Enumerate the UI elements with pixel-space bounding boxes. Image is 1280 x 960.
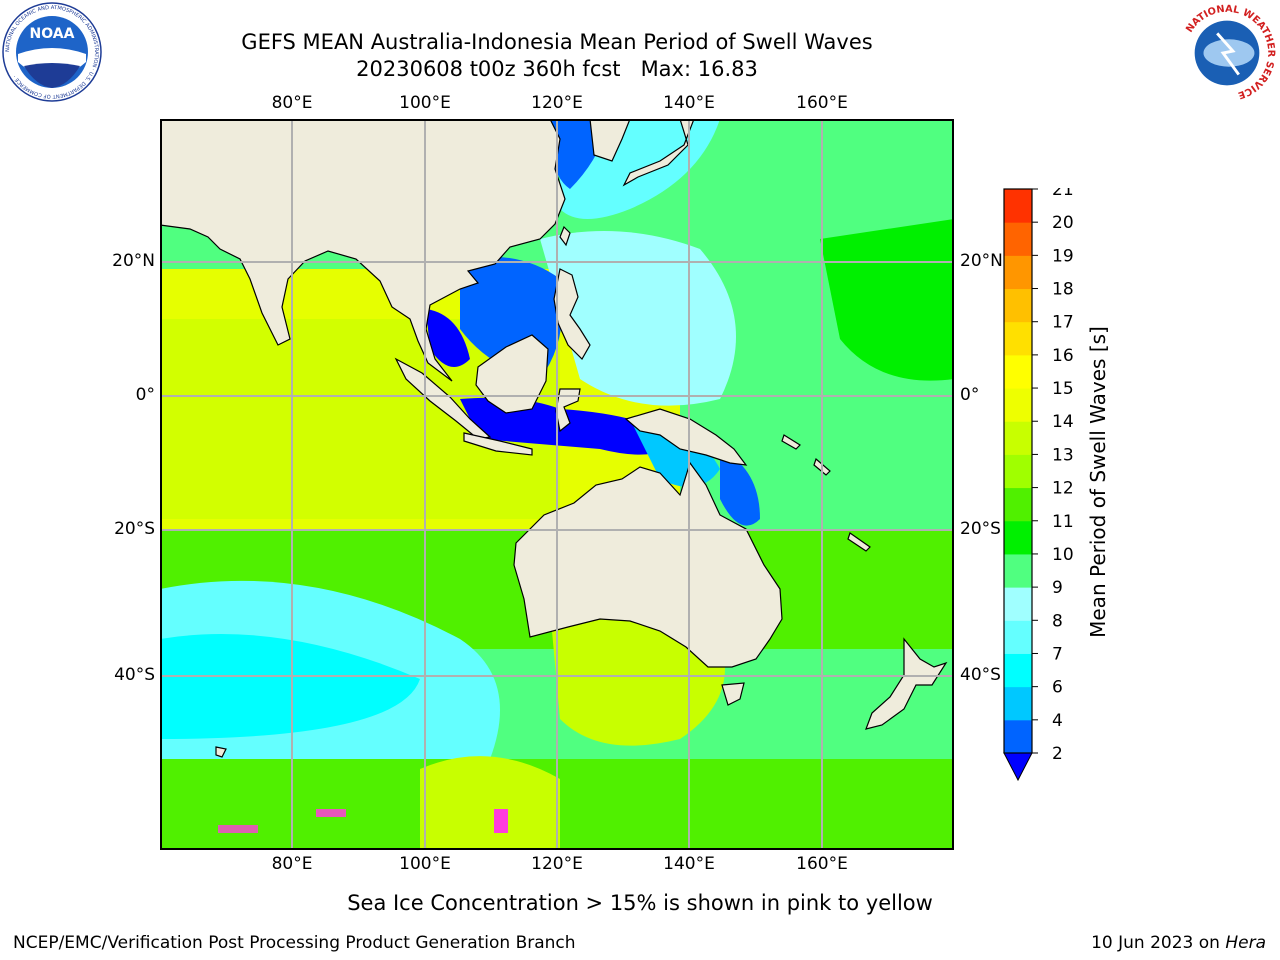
colorbar-tick-label: 7 [1052, 644, 1063, 664]
ocean-south-yellow [420, 756, 560, 850]
footer-credit: NCEP/EMC/Verification Post Processing Pr… [13, 933, 576, 953]
nws-logo: NATIONAL WEATHER SERVICE [1179, 4, 1276, 101]
colorbar-tick-label: 11 [1052, 512, 1074, 532]
colorbar-swatch [1004, 454, 1032, 489]
ocean-southern-cyan-2 [160, 634, 420, 739]
colorbar-tick-label: 19 [1052, 246, 1074, 266]
lon-label-bottom: 100°E [399, 854, 451, 874]
lat-label-left: 40°S [114, 665, 155, 685]
map-gridlines [160, 119, 954, 850]
colorbar-tick-label: 12 [1052, 479, 1074, 499]
land-taiwan [559, 225, 571, 247]
colorbar-title: Mean Period of Swell Waves [s] [1086, 326, 1110, 638]
lon-label-top: 120°E [531, 93, 583, 113]
lat-label-right: 0° [960, 385, 980, 405]
colorbar-swatch [1004, 321, 1032, 356]
land-new-caledonia [847, 532, 871, 552]
colorbar-tick-label: 13 [1052, 445, 1074, 465]
lon-label-bottom: 80°E [271, 854, 313, 874]
footer-date: 10 Jun 2023 on Hera [1091, 933, 1266, 953]
lon-label-bottom: 160°E [796, 854, 848, 874]
colorbar-swatch [1004, 189, 1032, 223]
colorbar-tick-label: 16 [1052, 346, 1074, 366]
colorbar-tick-label: 2 [1052, 744, 1063, 764]
colorbar-swatch [1004, 255, 1032, 290]
colorbar-swatch [1004, 354, 1032, 389]
colorbar-tick-label: 20 [1052, 213, 1074, 233]
colorbar-swatch [1004, 620, 1032, 654]
land-tasmania [721, 682, 745, 706]
colorbar-ticks: 2 4 6 7 8 9 10 11 12 13 14 15 16 17 18 19 20 21 [1032, 188, 1074, 764]
lon-label-top: 160°E [796, 93, 848, 113]
colorbar-tick-label: 21 [1052, 188, 1074, 200]
colorbar-tick-label: 18 [1052, 280, 1074, 300]
colorbar-swatch [1004, 719, 1032, 754]
land-new-zealand [865, 637, 948, 730]
lat-label-right: 20°N [960, 251, 1003, 271]
lon-label-top: 100°E [399, 93, 451, 113]
noaa-logo: NATIONAL OCEANIC AND ATMOSPHERIC ADMINIS… [2, 2, 102, 102]
colorbar-swatch [1004, 653, 1032, 688]
colorbar: 2 4 6 7 8 9 10 11 12 13 14 15 16 17 18 19 20 21 [1003, 188, 1074, 782]
colorbar-tick-label: 8 [1052, 611, 1063, 631]
colorbar-swatch [1004, 553, 1032, 588]
colorbar-border [1003, 188, 1033, 754]
lat-label-left: 20°S [114, 519, 155, 539]
land-solomon-islands [781, 434, 831, 476]
colorbar-swatch [1004, 587, 1032, 621]
ocean-east-green [820, 219, 954, 381]
sea-coral [720, 449, 760, 526]
colorbar-tick-label: 4 [1052, 711, 1063, 731]
footer-date-text: 10 Jun 2023 on [1091, 933, 1226, 953]
colorbar-swatch [1004, 288, 1032, 323]
sea-ice-patch [218, 825, 258, 833]
colorbar-tick-label: 9 [1052, 578, 1063, 598]
colorbar-tick-label: 10 [1052, 545, 1074, 565]
land-kerguelen [215, 746, 227, 758]
land-asia [160, 119, 566, 382]
noaa-logo-text: NOAA [30, 26, 75, 42]
map-plot [160, 119, 954, 850]
lat-label-right: 40°S [960, 665, 1001, 685]
colorbar-swatch [1004, 686, 1032, 721]
map-title: GEFS MEAN Australia-Indonesia Mean Perio… [241, 30, 873, 54]
colorbar-tick-label: 15 [1052, 379, 1074, 399]
sea-ice-note: Sea Ice Concentration > 15% is shown in … [347, 891, 933, 915]
land-java [463, 432, 533, 456]
colorbar-swatch [1004, 487, 1032, 522]
sea-gulf-thailand [426, 309, 470, 367]
colorbar-swatch [1004, 421, 1032, 455]
lon-label-bottom: 140°E [663, 854, 715, 874]
sea-ice-patch [316, 809, 346, 817]
map-subtitle: 20230608 t00z 360h fcst Max: 16.83 [356, 57, 758, 81]
colorbar-tick-label: 17 [1052, 313, 1074, 333]
sea-arafura [630, 419, 720, 487]
lat-label-left: 0° [135, 385, 155, 405]
colorbar-under-triangle [1003, 752, 1033, 782]
land-australia [513, 461, 783, 668]
footer-host: Hera [1225, 933, 1266, 953]
lon-label-bottom: 120°E [531, 854, 583, 874]
colorbar-swatch [1004, 222, 1032, 256]
map-border [160, 119, 954, 850]
colorbar-swatch [1004, 388, 1032, 422]
lat-label-right: 20°S [960, 519, 1001, 539]
colorbar-tick-label: 14 [1052, 412, 1074, 432]
colorbar-swatches [1004, 189, 1032, 754]
lat-label-left: 20°N [112, 251, 155, 271]
lon-label-top: 80°E [271, 93, 313, 113]
colorbar-tick-label: 6 [1052, 678, 1063, 698]
ocean-pacific-cyan [540, 231, 736, 406]
land-new-guinea [624, 408, 748, 466]
lon-label-top: 140°E [663, 93, 715, 113]
colorbar-swatch [1004, 520, 1032, 555]
sea-ice-patch [494, 809, 508, 833]
